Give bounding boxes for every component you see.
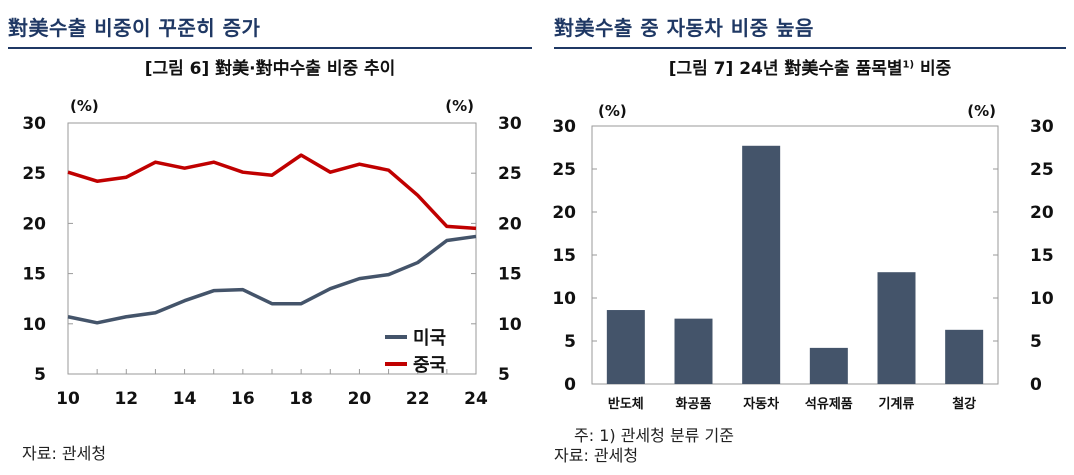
x-tick-label: 화공품 — [676, 396, 712, 412]
y-tick-label-left: 0 — [564, 375, 576, 395]
figure-title-end: 비중 — [914, 59, 952, 79]
y-unit-left: (%) — [70, 97, 99, 115]
y-tick-label-right: 5 — [1030, 332, 1042, 352]
legend-label: 중국 — [413, 355, 446, 376]
legend-label: 미국 — [413, 328, 446, 349]
x-tick-label: 20 — [348, 389, 372, 409]
bar-화공품 — [674, 318, 713, 384]
y-tick-label-right: 5 — [498, 365, 510, 385]
figure-title: [그림 7] 24년 對美수출 품목별1) 비중 — [546, 54, 1074, 79]
bar-반도체 — [606, 310, 645, 384]
x-tick-label: 석유제품 — [805, 397, 853, 412]
y-tick-label-right: 20 — [1030, 203, 1054, 223]
y-tick-label-left: 25 — [22, 164, 46, 184]
y-tick-label-right: 25 — [498, 164, 522, 184]
y-tick-label-left: 10 — [552, 289, 576, 309]
section-title: 對美수출 중 자동차 비중 높음 — [554, 12, 1066, 49]
y-tick-label-left: 30 — [22, 114, 46, 134]
y-tick-label-right: 25 — [1030, 160, 1054, 180]
y-tick-label-left: 20 — [22, 214, 46, 234]
series-line-중국 — [67, 153, 477, 231]
bar-기계류 — [877, 272, 916, 384]
plot-area — [591, 125, 999, 385]
x-tick-label: 12 — [114, 389, 138, 409]
chart-frame — [591, 125, 999, 385]
y-tick-label-right: 10 — [1030, 289, 1054, 309]
bar-석유제품 — [809, 347, 848, 384]
x-tick-label: 자동차 — [743, 396, 779, 412]
bar-자동차 — [742, 145, 781, 384]
x-tick-label: 10 — [56, 389, 80, 409]
y-unit-left: (%) — [598, 102, 627, 120]
x-tick-label: 16 — [231, 389, 255, 409]
chart-axes: 0 0 5 5 10 10 15 15 20 20 25 25 30 30 (%) (%) 반도체 화공품 자동차 석… — [552, 102, 1054, 412]
y-tick-label-right: 0 — [1030, 375, 1042, 395]
footnote: 주: 1) 관세청 분류 기준 — [574, 426, 734, 445]
figure-title-main: [그림 7] 24년 對美수출 품목별 — [668, 59, 903, 79]
y-tick-label-left: 10 — [22, 315, 46, 335]
source-note: 자료: 관세청 — [22, 444, 107, 463]
y-tick-label-right: 15 — [498, 265, 522, 285]
line-chart: 5 5 10 10 15 15 20 20 25 25 30 30 10 12 14 16 18 20 22 24 (%… — [22, 97, 522, 409]
x-tick-label: 18 — [289, 389, 313, 409]
y-tick-label-right: 15 — [1030, 246, 1054, 266]
y-tick-label-right: 20 — [498, 214, 522, 234]
y-unit-right: (%) — [967, 102, 996, 120]
series-line-미국 — [67, 234, 477, 325]
y-tick-label-right: 30 — [498, 114, 522, 134]
y-tick-label-left: 25 — [552, 160, 576, 180]
section-title: 對美수출 비중이 꾸준히 증가 — [8, 12, 532, 49]
right-panel: 對美수출 중 자동차 비중 높음 [그림 7] 24년 對美수출 품목별1) 비… — [546, 0, 1074, 475]
chart-axes: 5 5 10 10 15 15 20 20 25 25 30 30 10 12 14 16 18 20 22 24 (%… — [22, 97, 522, 409]
x-tick-label: 철강 — [952, 396, 976, 412]
chart-series — [67, 153, 477, 325]
y-tick-label-left: 20 — [552, 203, 576, 223]
y-tick-label-left: 5 — [34, 365, 46, 385]
y-unit-right: (%) — [445, 97, 474, 115]
y-tick-label-left: 15 — [552, 246, 576, 266]
x-tick-label: 24 — [464, 389, 488, 409]
bar-철강 — [945, 329, 984, 384]
x-tick-label: 기계류 — [879, 397, 915, 412]
y-tick-label-left: 15 — [22, 265, 46, 285]
x-tick-label: 14 — [173, 389, 197, 409]
source-note: 자료: 관세청 — [554, 446, 639, 465]
x-tick-label: 22 — [406, 389, 430, 409]
figure-title: [그림 6] 對美·對中수출 비중 추이 — [144, 59, 396, 79]
x-tick-label: 반도체 — [608, 396, 644, 412]
chart-bars — [606, 145, 984, 384]
y-tick-label-right: 30 — [1030, 117, 1054, 137]
figure-title-footnote-mark: 1) — [902, 59, 915, 71]
y-tick-label-left: 30 — [552, 117, 576, 137]
y-tick-label-right: 10 — [498, 315, 522, 335]
bar-chart: 0 0 5 5 10 10 15 15 20 20 25 25 30 30 (%) (%) 반도체 화공품 자동차 석… — [552, 102, 1054, 412]
y-tick-label-left: 5 — [564, 332, 576, 352]
